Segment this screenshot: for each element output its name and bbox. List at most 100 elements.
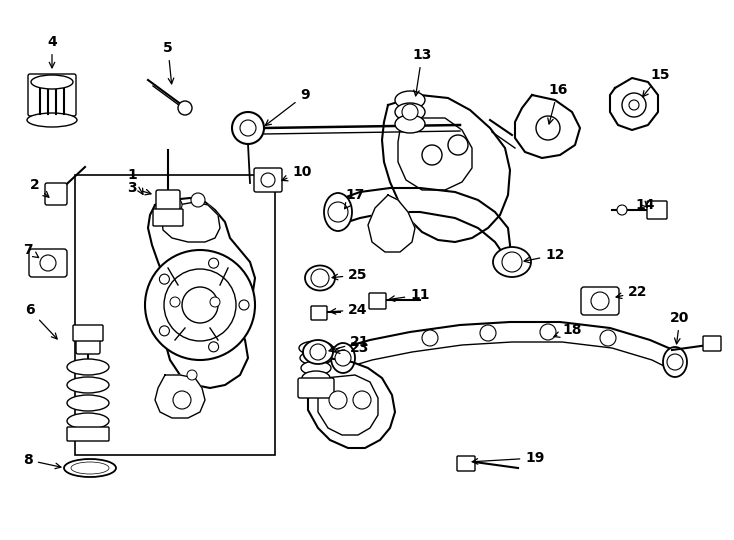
Ellipse shape (395, 103, 425, 121)
Circle shape (667, 354, 683, 370)
Circle shape (170, 297, 180, 307)
Ellipse shape (300, 351, 332, 365)
Polygon shape (338, 188, 510, 272)
Ellipse shape (27, 113, 77, 127)
FancyBboxPatch shape (703, 336, 721, 351)
Circle shape (311, 269, 329, 287)
FancyBboxPatch shape (311, 306, 327, 320)
Polygon shape (148, 198, 255, 388)
Ellipse shape (331, 343, 355, 373)
Text: 16: 16 (548, 83, 567, 124)
Circle shape (540, 324, 556, 340)
Circle shape (310, 344, 326, 360)
Circle shape (208, 342, 219, 352)
Circle shape (210, 297, 220, 307)
Polygon shape (368, 195, 415, 252)
Circle shape (173, 391, 191, 409)
Polygon shape (308, 358, 395, 448)
Polygon shape (515, 95, 580, 158)
FancyBboxPatch shape (254, 168, 282, 192)
Text: 24: 24 (330, 303, 368, 317)
Ellipse shape (67, 377, 109, 393)
FancyBboxPatch shape (298, 378, 334, 398)
Circle shape (422, 330, 438, 346)
Ellipse shape (302, 371, 330, 385)
Circle shape (353, 391, 371, 409)
Text: 20: 20 (670, 311, 690, 344)
Ellipse shape (299, 341, 333, 355)
Circle shape (182, 287, 218, 323)
Circle shape (178, 101, 192, 115)
Circle shape (232, 112, 264, 144)
Text: 8: 8 (23, 453, 61, 469)
FancyBboxPatch shape (457, 456, 475, 471)
Ellipse shape (395, 115, 425, 133)
Circle shape (164, 269, 236, 341)
Ellipse shape (31, 75, 73, 89)
Ellipse shape (305, 266, 335, 291)
Polygon shape (610, 78, 658, 130)
Bar (75, 175, 275, 455)
Text: 9: 9 (265, 88, 310, 125)
Circle shape (328, 202, 348, 222)
FancyBboxPatch shape (45, 183, 67, 205)
Circle shape (208, 258, 219, 268)
Polygon shape (382, 95, 510, 242)
FancyBboxPatch shape (369, 293, 386, 309)
FancyBboxPatch shape (28, 74, 76, 116)
FancyBboxPatch shape (153, 209, 183, 226)
Circle shape (448, 135, 468, 155)
Text: 13: 13 (413, 48, 432, 96)
Circle shape (239, 300, 249, 310)
Circle shape (261, 173, 275, 187)
Circle shape (145, 250, 255, 360)
Polygon shape (162, 202, 220, 242)
Circle shape (159, 326, 170, 336)
FancyBboxPatch shape (76, 332, 100, 354)
Ellipse shape (67, 359, 109, 375)
Ellipse shape (324, 193, 352, 231)
Circle shape (536, 116, 560, 140)
Text: 4: 4 (47, 35, 57, 68)
Ellipse shape (493, 247, 531, 277)
Circle shape (617, 205, 627, 215)
Text: 1: 1 (127, 168, 143, 194)
Circle shape (591, 292, 609, 310)
Circle shape (159, 274, 170, 284)
Circle shape (191, 193, 205, 207)
Circle shape (629, 100, 639, 110)
Text: 7: 7 (23, 243, 39, 258)
Circle shape (329, 391, 347, 409)
FancyBboxPatch shape (73, 325, 103, 341)
Ellipse shape (67, 413, 109, 429)
FancyBboxPatch shape (29, 249, 67, 277)
Polygon shape (342, 322, 678, 372)
Ellipse shape (67, 395, 109, 411)
Text: 18: 18 (554, 323, 582, 338)
Text: 19: 19 (472, 451, 545, 465)
FancyBboxPatch shape (67, 427, 109, 441)
Ellipse shape (301, 361, 331, 375)
Circle shape (502, 252, 522, 272)
Text: 3: 3 (127, 181, 151, 195)
Circle shape (480, 325, 496, 341)
Text: 6: 6 (25, 303, 57, 339)
Circle shape (335, 350, 351, 366)
FancyBboxPatch shape (581, 287, 619, 315)
Text: 25: 25 (333, 268, 368, 282)
Circle shape (600, 330, 616, 346)
Text: 21: 21 (329, 335, 370, 352)
FancyBboxPatch shape (156, 190, 180, 212)
Text: 15: 15 (642, 68, 669, 97)
Text: 17: 17 (344, 188, 365, 208)
Circle shape (168, 198, 182, 212)
Polygon shape (155, 375, 205, 418)
Circle shape (40, 255, 56, 271)
Text: 14: 14 (635, 198, 655, 212)
Text: 5: 5 (163, 41, 174, 84)
Circle shape (240, 120, 256, 136)
Circle shape (422, 145, 442, 165)
Ellipse shape (395, 91, 425, 109)
Ellipse shape (71, 462, 109, 474)
Circle shape (402, 104, 418, 120)
